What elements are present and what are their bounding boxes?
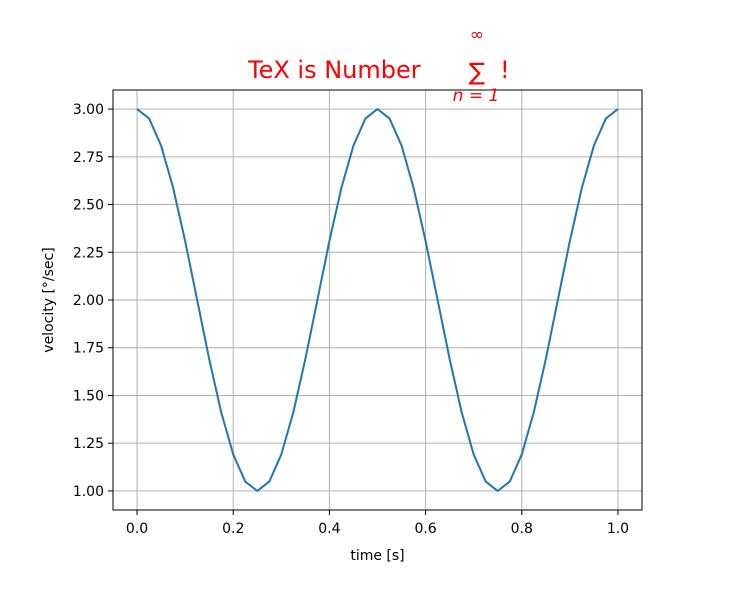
data-point	[184, 240, 186, 242]
data-point	[316, 299, 318, 301]
data-point	[449, 358, 451, 360]
data-point	[593, 145, 595, 147]
data-point	[521, 453, 523, 455]
y-axis-label: velocity [°/sec]	[41, 247, 57, 352]
x-tick-label: 0.0	[126, 521, 148, 537]
data-point	[377, 108, 379, 110]
data-point	[352, 145, 354, 147]
data-point	[160, 145, 162, 147]
data-point	[268, 481, 270, 483]
data-point	[148, 117, 150, 119]
data-point	[280, 453, 282, 455]
data-point	[401, 145, 403, 147]
data-point	[256, 490, 258, 492]
data-point	[196, 299, 198, 301]
title-sum-lower-limit: n = 1	[453, 86, 500, 106]
data-point	[473, 453, 475, 455]
data-point	[328, 240, 330, 242]
data-point	[509, 481, 511, 483]
title-suffix: !	[500, 56, 510, 84]
data-point	[413, 187, 415, 189]
data-point	[605, 117, 607, 119]
data-point	[581, 187, 583, 189]
data-point	[557, 299, 559, 301]
title-sum-upper-limit: ∞	[470, 25, 484, 45]
chart-title: TeX is Number ∑ ∞ n = 1 !	[247, 25, 510, 106]
x-axis-label: time [s]	[350, 548, 404, 564]
y-tick-label: 3.00	[73, 102, 104, 118]
y-tick-label: 2.00	[73, 293, 104, 309]
y-tick-label: 2.25	[73, 245, 104, 261]
data-point	[461, 411, 463, 413]
data-point	[425, 240, 427, 242]
y-tick-label: 1.00	[73, 484, 104, 500]
y-tick-label: 2.75	[73, 150, 104, 166]
title-sum-symbol: ∑	[469, 58, 485, 86]
series-layer	[136, 108, 619, 492]
data-point	[136, 108, 138, 110]
x-tick-label: 0.4	[318, 521, 340, 537]
data-point	[437, 299, 439, 301]
x-axis-ticks: 0.0 0.2 0.4 0.6 0.8 1.0	[126, 510, 629, 537]
data-point	[292, 411, 294, 413]
data-point	[497, 490, 499, 492]
data-point	[569, 240, 571, 242]
data-point	[244, 481, 246, 483]
y-tick-label: 1.25	[73, 436, 104, 452]
data-point	[533, 411, 535, 413]
y-tick-label: 1.75	[73, 341, 104, 357]
data-point	[304, 358, 306, 360]
y-tick-label: 2.50	[73, 198, 104, 214]
data-point	[232, 453, 234, 455]
series-line-0	[136, 108, 619, 492]
x-tick-label: 0.6	[414, 521, 436, 537]
data-point	[364, 117, 366, 119]
data-point	[220, 411, 222, 413]
data-point	[389, 117, 391, 119]
y-tick-label: 1.50	[73, 388, 104, 404]
data-point	[340, 187, 342, 189]
x-tick-label: 0.2	[222, 521, 244, 537]
data-point	[485, 481, 487, 483]
data-point	[208, 358, 210, 360]
x-tick-label: 1.0	[607, 521, 629, 537]
y-axis-ticks: 1.00 1.25 1.50 1.75 2.00 2.25 2.50 2.75 3.00	[73, 102, 113, 500]
data-point	[172, 187, 174, 189]
data-point	[617, 108, 619, 110]
title-main-text: TeX is Number	[247, 56, 421, 84]
x-tick-label: 0.8	[511, 521, 533, 537]
data-point	[545, 358, 547, 360]
